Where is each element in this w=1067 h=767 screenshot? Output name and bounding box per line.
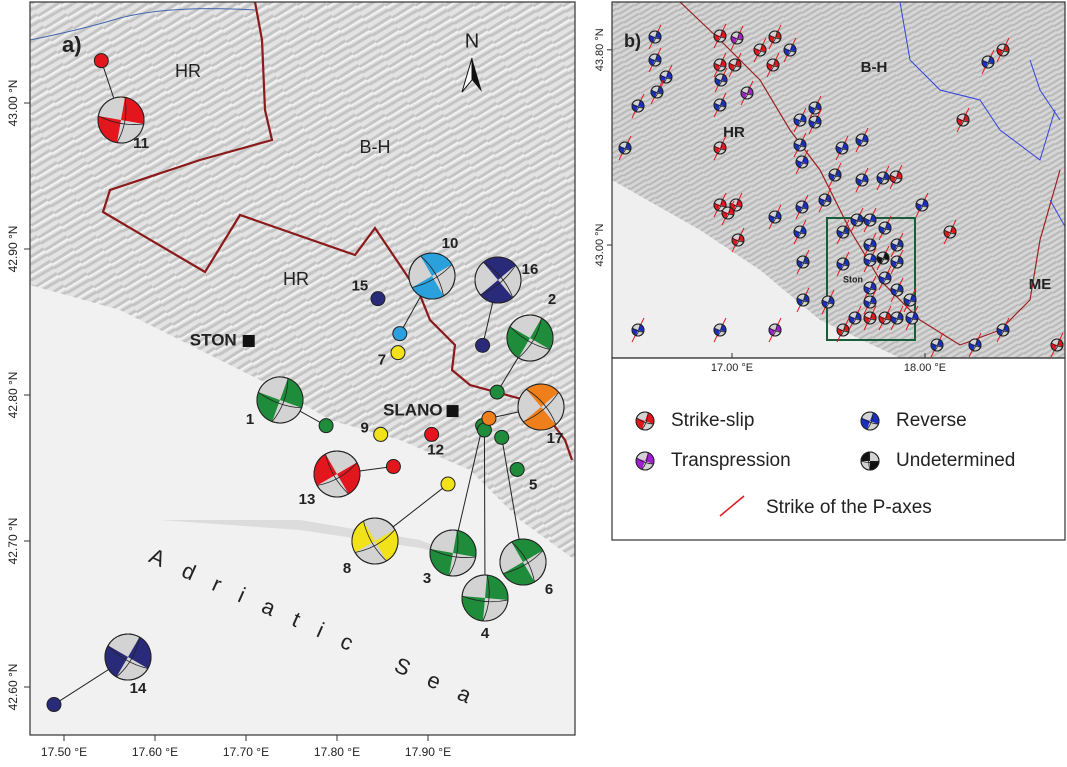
event-label: 9 (361, 419, 369, 436)
panel-label: a) (62, 32, 82, 57)
event-label: 10 (442, 235, 459, 252)
legend-symbol (633, 449, 656, 472)
lon-tick-label: 17.60 °E (132, 745, 178, 759)
lat-tick-label: 43.00 °N (594, 223, 606, 266)
town-marker (447, 405, 459, 417)
lon-tick-label: 17.80 °E (314, 745, 360, 759)
legend-symbol (720, 496, 744, 516)
panel-label: b) (624, 31, 641, 51)
legend-label: Strike of the P-axes (766, 497, 932, 518)
lat-tick-label: 43.00 °N (6, 80, 20, 127)
event-label: 16 (522, 261, 539, 278)
event-label: 17 (547, 430, 564, 447)
town-label: SLANO (383, 401, 443, 420)
legend-label: Transpression (671, 450, 791, 471)
epicenter (47, 698, 61, 712)
epicenter (94, 54, 108, 68)
legend-label: Undetermined (896, 450, 1015, 471)
legend-label: Strike-slip (671, 410, 754, 431)
event-label: 3 (423, 570, 431, 587)
page: 43.00 °N 42.90 °N 42.80 °N 42.70 °N 42.60 °N… (0, 0, 1067, 767)
event-label: 1 (246, 411, 254, 428)
lon-tick-label: 17.50 °E (41, 745, 87, 759)
event-label: 6 (545, 581, 553, 598)
legend-symbol (858, 409, 881, 432)
epicenter (393, 327, 407, 341)
event-label: 14 (130, 680, 147, 697)
region-label: HR (723, 124, 745, 141)
town-marker (243, 335, 255, 347)
epicenter (441, 477, 455, 491)
lon-tick-label: 18.00 °E (904, 362, 946, 374)
event-label: 12 (427, 441, 444, 458)
lat-tick-label: 42.80 °N (6, 372, 20, 419)
north-label: N (465, 30, 479, 52)
lon-tick-label: 17.90 °E (405, 745, 451, 759)
lat-tick-label: 42.60 °N (6, 664, 20, 711)
lat-tick-label: 42.70 °N (6, 518, 20, 565)
event-label: 4 (481, 625, 490, 642)
epicenter (425, 427, 439, 441)
epicenter (495, 430, 509, 444)
town-label: STON (190, 330, 237, 349)
lon-tick-label: 17.00 °E (711, 362, 753, 374)
epicenter (476, 338, 490, 352)
event-label: 13 (299, 491, 316, 508)
epicenter (319, 419, 333, 433)
epicenter (386, 460, 400, 474)
legend-symbol (861, 452, 879, 470)
legend-symbol (633, 409, 656, 432)
region-label: B-H (360, 137, 391, 157)
region-label: ME (1029, 276, 1052, 293)
epicenter (482, 411, 496, 425)
epicenter (374, 427, 388, 441)
epicenter (391, 346, 405, 360)
epicenter (490, 385, 504, 399)
epicenter (371, 292, 385, 306)
region-label: HR (175, 61, 201, 81)
lon-tick-label: 17.70 °E (223, 745, 269, 759)
figure: 43.00 °N 42.90 °N 42.80 °N 42.70 °N 42.60 °N… (0, 0, 1067, 767)
event-label: 2 (548, 291, 556, 308)
region-label: B-H (861, 59, 888, 76)
legend-label: Reverse (896, 410, 967, 431)
event-label: 8 (343, 560, 351, 577)
town-label: Ston (843, 274, 863, 284)
event-label: 5 (529, 476, 537, 493)
event-label: 15 (352, 278, 369, 295)
lat-tick-label: 43.80 °N (594, 28, 606, 71)
lat-tick-label: 42.90 °N (6, 226, 20, 273)
event-label: 11 (133, 135, 149, 152)
region-label: HR (283, 269, 309, 289)
connector (484, 430, 485, 598)
epicenter (510, 462, 524, 476)
map-b-background (612, 2, 1067, 358)
event-label: 7 (378, 352, 386, 369)
